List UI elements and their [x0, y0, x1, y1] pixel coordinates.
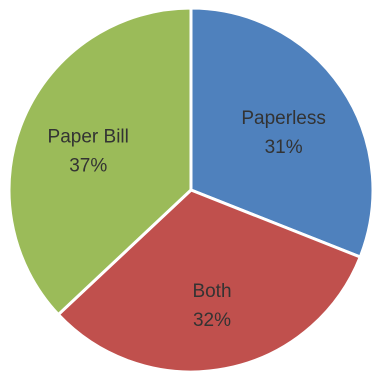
slice-label-paperless: Paperless 31% — [241, 108, 326, 158]
slice-label-paper-bill: Paper Bill 37% — [48, 127, 129, 177]
pie-slices — [7, 6, 373, 374]
slice-percent: 32% — [193, 310, 231, 331]
slice-percent: 37% — [69, 156, 107, 177]
slice-name: Both — [192, 281, 231, 302]
slice-label-both: Both 32% — [192, 281, 231, 331]
slice-name: Paperless — [241, 108, 326, 129]
pie-labels: Paperless 31% Both 32% Paper Bill 37% — [48, 108, 326, 331]
pie-slice-paper-bill — [7, 6, 193, 317]
slice-name: Paper Bill — [48, 127, 129, 148]
slice-percent: 31% — [265, 137, 303, 158]
pie-slice-both — [56, 188, 362, 374]
pie-slice-paperless — [189, 6, 373, 259]
